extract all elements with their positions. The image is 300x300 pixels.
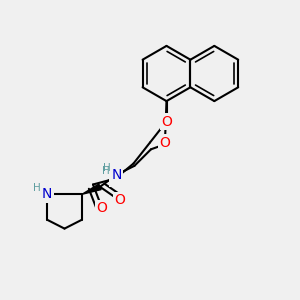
Text: O: O bbox=[160, 136, 170, 150]
Text: H: H bbox=[102, 166, 110, 176]
Text: N: N bbox=[111, 168, 122, 182]
Text: O: O bbox=[161, 115, 172, 128]
Text: N: N bbox=[110, 172, 121, 185]
Text: H: H bbox=[33, 183, 41, 193]
Polygon shape bbox=[82, 184, 101, 194]
Text: H: H bbox=[103, 163, 110, 173]
Text: O: O bbox=[97, 201, 107, 215]
Text: O: O bbox=[114, 193, 125, 207]
Text: N: N bbox=[42, 187, 52, 201]
